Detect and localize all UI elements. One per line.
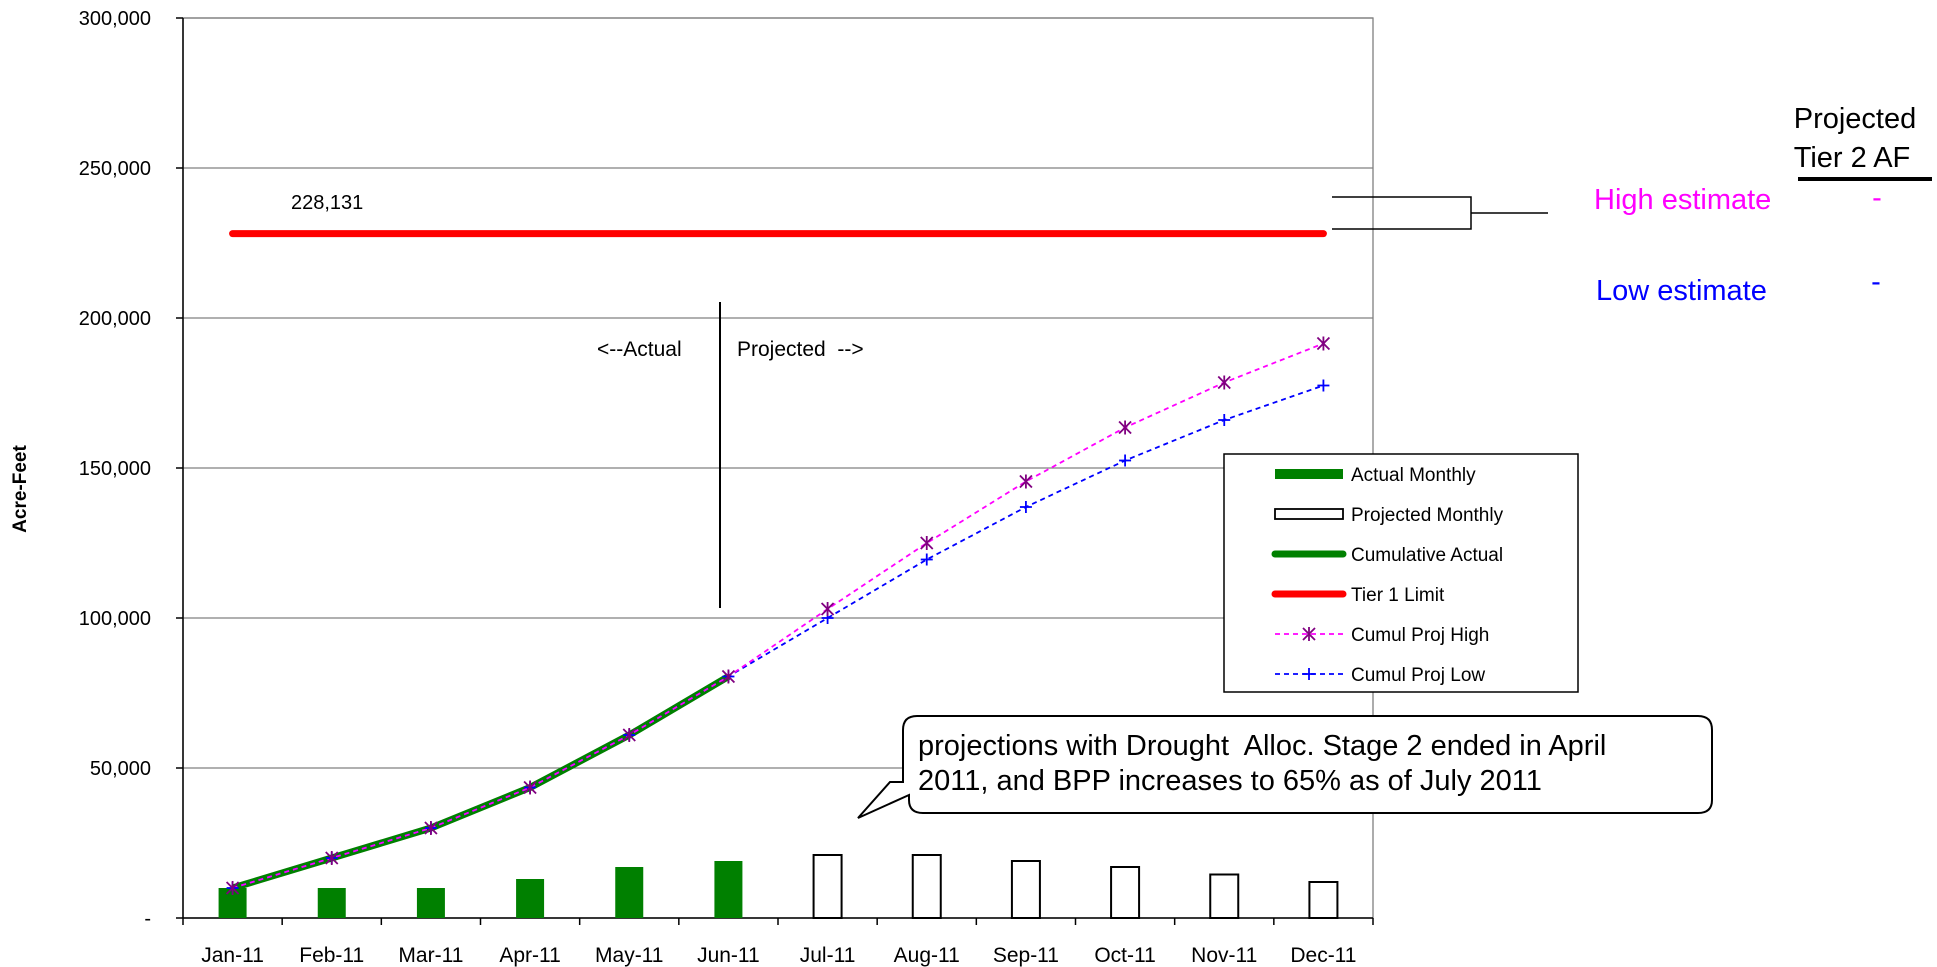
projected-monthly-bar	[1308, 881, 1339, 919]
projected-monthly-bar	[1010, 860, 1041, 919]
x-tick-label: Oct-11	[1094, 944, 1155, 967]
cumul-proj-high-marker	[820, 602, 835, 616]
x-tick-label: Jan-11	[201, 944, 264, 967]
x-tick-label: Jun-11	[697, 944, 760, 967]
cumul-proj-high-marker	[1019, 474, 1033, 489]
projected-monthly-bar	[911, 854, 942, 919]
legend-label: Tier 1 Limit	[1351, 585, 1445, 606]
cumul-proj-high-marker	[225, 881, 240, 895]
callout-line-2: 2011, and BPP increases to 65% as of Jul…	[918, 765, 1542, 797]
legend-label: Cumul Proj Low	[1351, 665, 1485, 686]
legend-label: Cumul Proj High	[1351, 625, 1489, 646]
y-tick-label: 300,000	[79, 8, 151, 30]
actual-monthly-bar	[615, 867, 644, 918]
cumul-proj-high-line	[232, 342, 1324, 889]
y-tick-label: 200,000	[79, 308, 151, 330]
tier1-value-label: 228,131	[291, 192, 363, 214]
high-estimate-value: -	[1872, 182, 1882, 214]
x-tick-label: Sep-11	[993, 944, 1059, 967]
callout-line-1: projections with Drought Alloc. Stage 2 …	[918, 730, 1606, 762]
low-estimate-value: -	[1871, 266, 1881, 298]
x-tick-label: Jul-11	[800, 944, 856, 967]
actual-monthly-bar	[714, 861, 743, 918]
cumul-proj-high-marker	[1316, 336, 1331, 351]
projected-monthly-bar	[1209, 873, 1240, 919]
cumul-proj-high-marker	[721, 669, 736, 684]
cumul-proj-high-marker	[424, 821, 438, 835]
bars	[218, 854, 1339, 919]
projected-monthly-bar	[812, 854, 843, 919]
tier2-panel: Projected Tier 2 AF High estimate - Low …	[1594, 103, 1932, 307]
low-estimate-label: Low estimate	[1596, 275, 1767, 307]
y-tick-label: -	[144, 908, 151, 930]
cumul-proj-high-marker	[622, 728, 636, 742]
cumul-proj-low-marker	[1119, 454, 1132, 467]
y-tick-label: 50,000	[90, 758, 151, 780]
x-tick-label: Feb-11	[299, 944, 364, 967]
cumul-proj-high-marker	[1217, 375, 1231, 390]
cumul-proj-low-marker	[1317, 379, 1330, 392]
legend-marker	[1302, 627, 1316, 641]
cumul-proj-high-marker	[920, 536, 934, 550]
actual-monthly-bar	[416, 888, 445, 918]
legend: Actual Monthly Projected Monthly Cumulativ…	[1223, 453, 1579, 693]
legend-label: Actual Monthly	[1351, 465, 1476, 486]
x-tick-label: Apr-11	[499, 944, 560, 967]
callout-box	[857, 715, 1713, 819]
y-axis-ticks: - 50,000 100,000 150,000 200,000 250,000 300,0…	[79, 8, 183, 930]
legend-label: Projected Monthly	[1351, 505, 1504, 526]
x-tick-label: Aug-11	[894, 944, 960, 967]
cumul-proj-high-marker	[325, 851, 339, 865]
cumul-proj-low-marker	[1218, 414, 1231, 426]
cumul-proj-high-marker	[1118, 420, 1132, 435]
legend-marker	[1303, 668, 1315, 680]
x-tick-label: Nov-11	[1191, 944, 1257, 967]
cumul-proj-low-marker	[920, 553, 933, 566]
tier2-header-line-1: Projected	[1794, 103, 1917, 135]
cumulative-actual-line	[231, 673, 731, 892]
cumul-proj-low-marker	[1019, 501, 1032, 513]
actual-label: <--Actual	[597, 338, 682, 361]
y-axis-title: Acre-Feet	[10, 445, 31, 533]
projected-label: Projected -->	[737, 338, 864, 361]
bracket	[1332, 196, 1548, 230]
legend-swatch	[1275, 469, 1343, 479]
x-tick-label: Dec-11	[1290, 944, 1356, 967]
y-tick-label: 250,000	[79, 158, 151, 180]
x-tick-label: Mar-11	[398, 944, 463, 967]
y-tick-label: 150,000	[79, 458, 151, 480]
cumul-proj-high-marker	[523, 780, 537, 795]
tier2-header-line-2: Tier 2 AF	[1794, 142, 1911, 174]
series-lines	[225, 230, 1331, 895]
legend-box	[1223, 453, 1579, 693]
y-tick-label: 100,000	[79, 608, 151, 630]
actual-monthly-bar	[317, 888, 346, 918]
legend-swatch	[1274, 508, 1344, 520]
legend-label: Cumulative Actual	[1351, 545, 1503, 566]
high-estimate-label: High estimate	[1594, 184, 1771, 216]
projected-monthly-bar	[1110, 866, 1141, 919]
x-tick-label: May-11	[595, 944, 663, 967]
actual-monthly-bar	[516, 879, 545, 918]
x-axis-ticks: Jan-11 Feb-11 Mar-11 Apr-11 May-11 Jun-11 Jul-…	[182, 918, 1374, 967]
